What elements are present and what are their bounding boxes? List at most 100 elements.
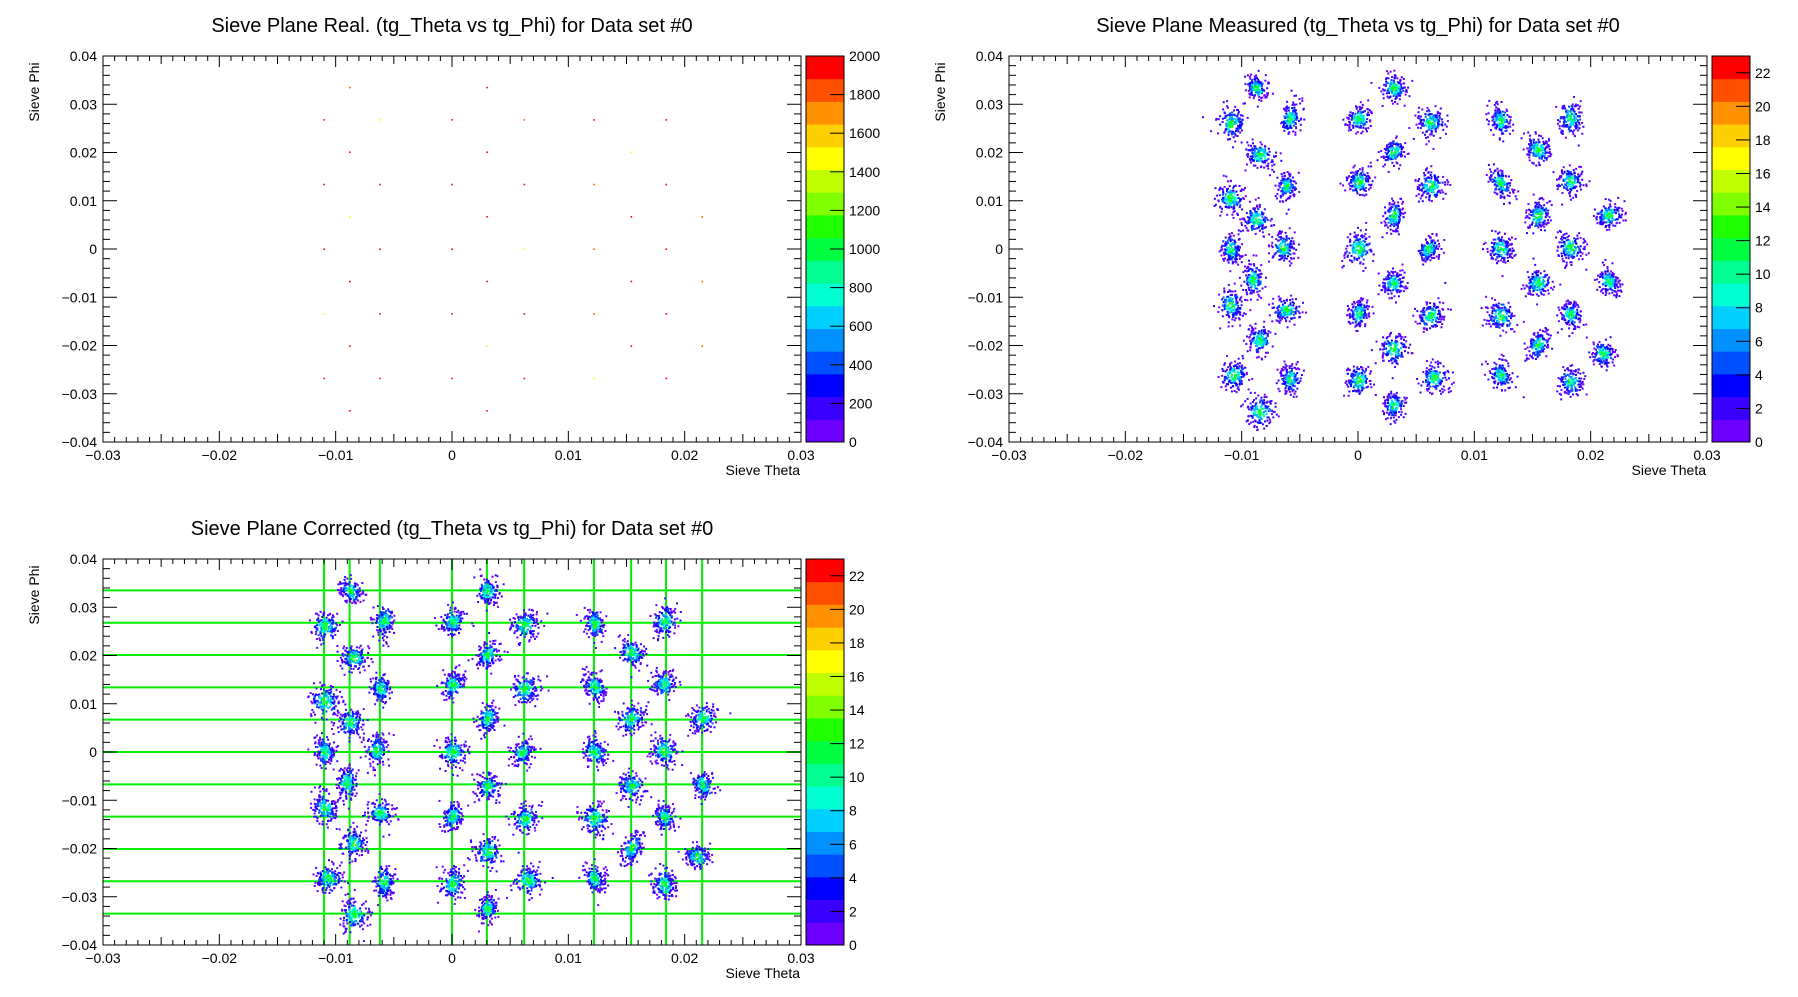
- sieve-hole: [438, 799, 470, 833]
- sieve-hole: [1370, 69, 1414, 107]
- sieve-hole: [1556, 299, 1588, 338]
- sieve-hole: [1585, 336, 1619, 372]
- sieve-hole: [349, 345, 351, 347]
- palette-band: [806, 124, 844, 148]
- sieve-hole: [349, 216, 351, 218]
- sieve-hole: [331, 701, 369, 744]
- sieve-hole: [615, 767, 653, 808]
- sieve-hole: [336, 644, 374, 676]
- y-tick-label: 0.02: [70, 648, 97, 664]
- sieve-hole: [1520, 131, 1553, 167]
- z-tick-label: 4: [849, 870, 857, 886]
- x-tick-label: 0.02: [671, 950, 698, 966]
- palette-band: [1712, 351, 1750, 375]
- sieve-hole: [379, 248, 381, 250]
- sieve-hole: [1343, 365, 1377, 397]
- z-tick-label: 20: [1755, 98, 1771, 114]
- x-tick-label: −0.02: [202, 447, 238, 463]
- sieve-hole: [523, 119, 526, 121]
- sieve-hole: [630, 345, 633, 347]
- y-tick-label: 0.03: [70, 96, 97, 112]
- y-tick-label: 0.03: [70, 599, 97, 615]
- sieve-hole: [701, 280, 704, 283]
- sieve-hole: [1218, 232, 1247, 273]
- sieve-hole: [677, 841, 714, 871]
- sieve-hole: [1520, 257, 1562, 306]
- sieve-hole: [578, 858, 610, 907]
- y-tick-label: −0.02: [968, 338, 1004, 354]
- sieve-hole: [630, 280, 633, 283]
- sieve-hole: [593, 183, 595, 186]
- palette-band: [1712, 101, 1750, 125]
- z-tick-label: 1600: [849, 125, 880, 141]
- sieve-hole: [307, 732, 339, 771]
- palette-band: [1712, 396, 1750, 420]
- axes: −0.03 −0.02 −0.01 0 0.01 0.02 0.03−0.04−0.03−0…: [62, 551, 815, 966]
- y-tick-label: −0.03: [968, 386, 1004, 402]
- x-tick-label: 0: [448, 447, 456, 463]
- sieve-hole: [323, 377, 326, 380]
- sieve-hole: [575, 606, 608, 649]
- y-tick-label: 0: [995, 241, 1003, 257]
- sieve-hole: [614, 699, 653, 737]
- palette-frame: [1711, 55, 1751, 443]
- z-tick-label: 10: [1755, 266, 1771, 282]
- palette-band: [806, 695, 844, 719]
- sieve-hole: [593, 377, 595, 380]
- palette-band: [806, 876, 844, 901]
- chart-title: Sieve Plane Real. (tg_Theta vs tg_Phi) f…: [211, 15, 692, 37]
- palette-band: [806, 854, 844, 878]
- y-tick-label: 0.03: [976, 96, 1003, 112]
- plot-area: [103, 559, 801, 945]
- z-tick-label: 1400: [849, 164, 880, 180]
- sieve-hole: [466, 833, 520, 873]
- sieve-hole: [685, 702, 732, 737]
- palette-band: [806, 101, 844, 125]
- sieve-hole: [1408, 105, 1449, 150]
- y-tick-label: 0.01: [976, 193, 1003, 209]
- z-tick-label: 0: [849, 937, 857, 953]
- sieve-hole: [576, 800, 614, 841]
- palette-band: [806, 214, 844, 239]
- y-tick-label: 0.02: [70, 145, 97, 161]
- x-tick-label: −0.03: [85, 950, 121, 966]
- palette-band: [806, 283, 844, 307]
- sieve-hole: [1523, 327, 1559, 362]
- sieve-hole: [436, 664, 468, 704]
- sieve-hole: [379, 119, 381, 121]
- palette-band: [806, 786, 844, 810]
- sieve-hole: [486, 410, 488, 412]
- sieve-hole: [509, 608, 549, 647]
- plot-area: [103, 56, 801, 442]
- sieve-hole: [337, 574, 368, 605]
- sieve-hole: [349, 410, 351, 412]
- sieve-hole: [349, 151, 351, 154]
- sieve-hole: [322, 763, 360, 806]
- z-tick-label: 0: [849, 434, 857, 450]
- sieve-hole: [323, 313, 326, 315]
- x-tick-label: 0.02: [671, 447, 698, 463]
- y-tick-label: 0.04: [976, 48, 1003, 64]
- sieve-hole: [1376, 135, 1410, 173]
- sieve-hole: [1592, 196, 1627, 231]
- axes: −0.03 −0.02 −0.01 0 0.01 0.02 0.03−0.04−0.03−0…: [62, 48, 815, 463]
- z-tick-label: 800: [849, 280, 873, 296]
- z-tick-label: 1200: [849, 202, 880, 218]
- y-tick-label: −0.02: [62, 338, 98, 354]
- z-tick-label: 12: [1755, 233, 1771, 249]
- palette-band: [1712, 214, 1750, 239]
- sieve-hole: [1482, 229, 1517, 278]
- sieve-hole: [471, 771, 507, 804]
- palette-band: [1712, 373, 1750, 398]
- palette-frame: [805, 558, 845, 946]
- sieve-hole: [323, 183, 326, 186]
- sieve-hole: [665, 248, 668, 250]
- x-tick-label: −0.01: [318, 447, 354, 463]
- palette-band: [806, 831, 844, 855]
- sieve-hole: [379, 377, 381, 380]
- panel-corrected: Sieve Plane Corrected (tg_Theta vs tg_Ph…: [26, 518, 865, 981]
- x-tick-label: 0: [1354, 447, 1362, 463]
- sieve-hole: [593, 248, 595, 250]
- sieve-hole: [309, 785, 350, 830]
